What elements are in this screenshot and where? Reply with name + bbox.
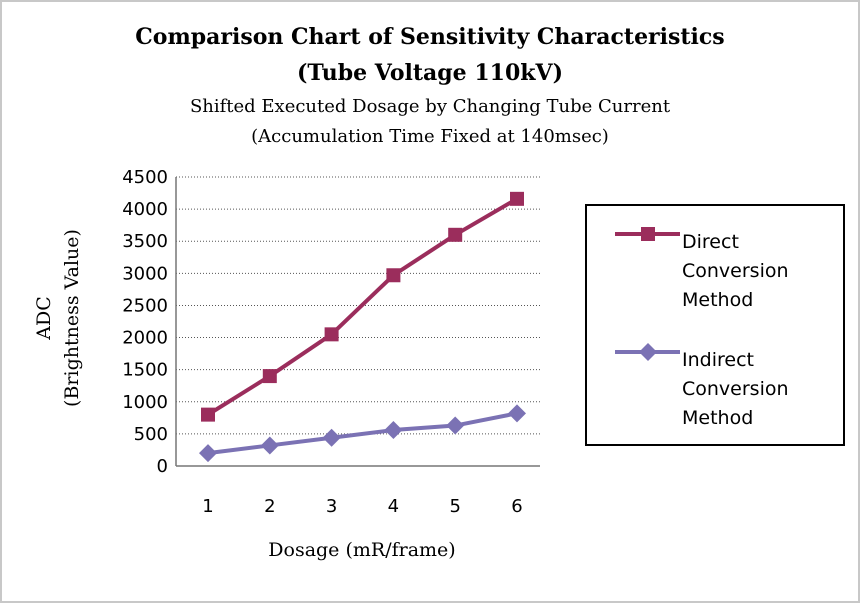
series-group [199, 191, 526, 463]
x-axis-label: Dosage (mR/frame) [268, 539, 455, 561]
data-point [386, 268, 401, 283]
data-point [199, 444, 217, 463]
data-point [510, 191, 524, 206]
data-point [201, 407, 215, 422]
y-axis-label-group: ADC (Brightness Value) [33, 229, 83, 407]
chart-subtitle-line2: (Accumulation Time Fixed at 140msec) [251, 126, 609, 147]
legend-marker [641, 227, 655, 241]
x-tick-label: 2 [264, 496, 275, 517]
x-tick-label: 5 [449, 496, 460, 517]
legend-entry: Method [682, 289, 753, 311]
y-tick-labels: 0 500 1000 1500 2000 2500 3000 3500 4000 4500 [122, 167, 168, 477]
data-point [262, 369, 277, 384]
y-axis-label-line2: (Brightness Value) [61, 229, 83, 407]
y-tick-label: 500 [134, 424, 168, 445]
legend-entry: Direct [682, 231, 739, 253]
data-point [260, 436, 279, 455]
chart-title: Comparison Chart of Sensitivity Characte… [135, 24, 725, 50]
y-tick-label: 1500 [122, 360, 168, 381]
y-tick-label: 2000 [122, 328, 168, 349]
data-point [446, 416, 465, 435]
legend: Direct Conversion Method Indirect Conversion… [585, 204, 845, 446]
axes [175, 177, 540, 467]
chart-subtitle: Shifted Executed Dosage by Changing Tube… [189, 96, 671, 117]
chart-title-line2: (Tube Voltage 110kV) [297, 60, 563, 86]
gridlines [176, 176, 540, 435]
legend-box [585, 204, 845, 446]
y-tick-label: 2500 [122, 295, 168, 316]
y-tick-label: 4500 [122, 167, 168, 188]
legend-entry: Indirect [682, 349, 754, 371]
y-axis-label: ADC [33, 296, 55, 341]
y-tick-label: 0 [157, 456, 168, 477]
data-point [448, 227, 463, 242]
y-tick-label: 1000 [122, 392, 168, 413]
y-tick-label: 4000 [122, 199, 168, 220]
x-tick-label: 6 [511, 496, 522, 517]
legend-marker [639, 343, 657, 361]
data-point [322, 428, 341, 447]
data-point [324, 327, 339, 342]
series-line-1 [206, 197, 519, 417]
y-tick-label: 3500 [122, 231, 168, 252]
legend-entry: Conversion [682, 378, 789, 400]
x-tick-label: 3 [326, 496, 337, 517]
series-line-2 [207, 411, 518, 456]
x-tick-labels: 1 2 3 4 5 6 [202, 496, 522, 517]
y-tick-label: 3000 [122, 263, 168, 284]
x-tick-label: 4 [388, 496, 399, 517]
data-point [508, 404, 526, 423]
legend-entry: Method [682, 407, 753, 429]
legend-entry: Conversion [682, 260, 789, 282]
data-point [384, 421, 403, 440]
x-tick-label: 1 [202, 496, 213, 517]
